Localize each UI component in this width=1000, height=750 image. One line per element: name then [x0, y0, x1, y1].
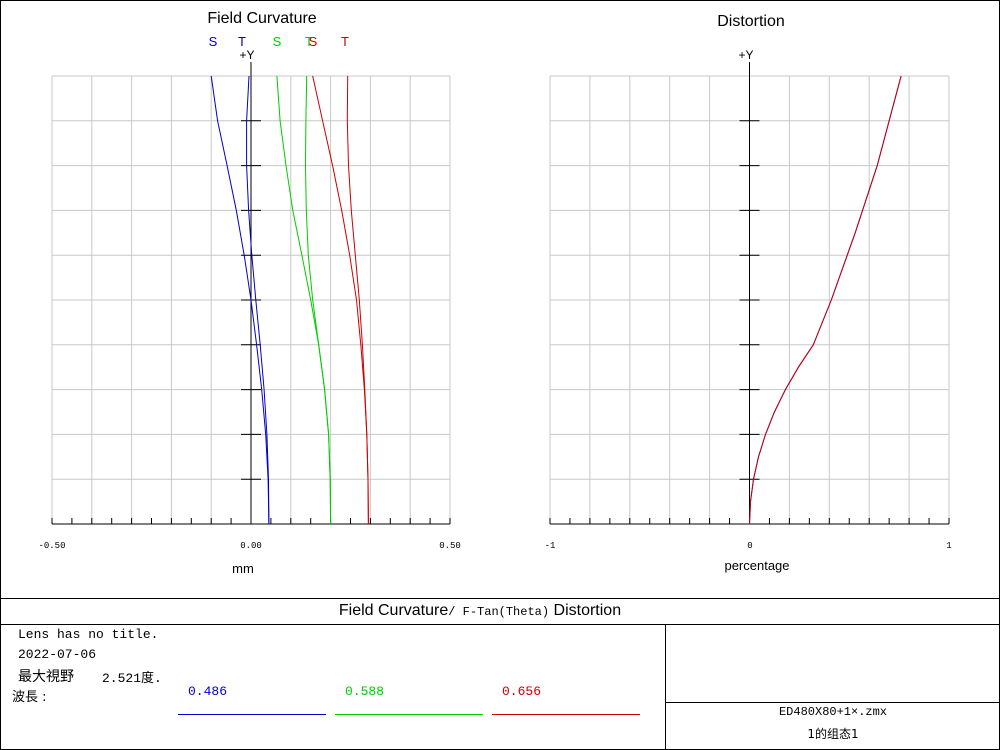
- field-curvature-series-line-1: [246, 75, 270, 525]
- configuration-label: 1的组态1: [807, 727, 859, 741]
- field-curvature-x-label: mm: [232, 561, 254, 576]
- field-curvature-tick-label: -0.50: [38, 541, 65, 551]
- legend-t-green: T: [305, 34, 313, 49]
- wavelength-swatch-blue: [178, 714, 326, 715]
- footer-title: Field Curvature/ F-Tan(Theta) Distortion: [339, 602, 621, 619]
- field-curvature-series-line-0: [210, 75, 270, 525]
- footer-title-part-a: Field Curvature: [339, 602, 448, 619]
- wavelength-value: 0.486: [188, 684, 228, 699]
- legend-s-blue: S: [209, 34, 218, 49]
- distortion-series-line-1: [749, 75, 902, 525]
- legend-t-red: T: [341, 34, 349, 49]
- wavelength-value: 0.588: [345, 684, 385, 699]
- distortion-tick-label: 1: [946, 541, 951, 551]
- wavelength-value: 0.656: [502, 684, 542, 699]
- lens-title: Lens has no title.: [18, 627, 159, 642]
- wavelength-label: 波長 :: [12, 690, 47, 705]
- wavelength-swatch-green: [335, 714, 483, 715]
- field-curvature-tick-label: 0.00: [240, 541, 262, 551]
- wavelength-swatch-red: [492, 714, 640, 715]
- footer-title-part-b: / F-Tan(Theta): [448, 605, 549, 619]
- field-curvature-title: Field Curvature: [207, 10, 316, 27]
- distortion-x-label: percentage: [724, 558, 789, 573]
- legend-t-blue: T: [238, 34, 246, 49]
- report-date: 2022-07-06: [18, 647, 97, 662]
- field-curvature-series-line-5: [346, 75, 369, 525]
- footer-title-part-c: Distortion: [549, 602, 621, 619]
- distortion-tick-label: -1: [545, 541, 556, 551]
- field-curvature-y-label: +Y: [239, 48, 254, 62]
- distortion-y-label: +Y: [738, 48, 753, 62]
- legend-s-red: S: [309, 34, 318, 49]
- file-name: ED480X80+1×.zmx: [778, 705, 888, 719]
- max-field-value: 2.521度.: [102, 671, 162, 686]
- legend-s-green: S: [273, 34, 282, 49]
- field-curvature-series-line-3: [304, 75, 332, 525]
- field-curvature-tick-label: 0.50: [439, 541, 461, 551]
- distortion-title: Distortion: [717, 13, 785, 30]
- max-field-label: 最大視野: [18, 669, 74, 685]
- distortion-tick-label: 0: [747, 541, 752, 551]
